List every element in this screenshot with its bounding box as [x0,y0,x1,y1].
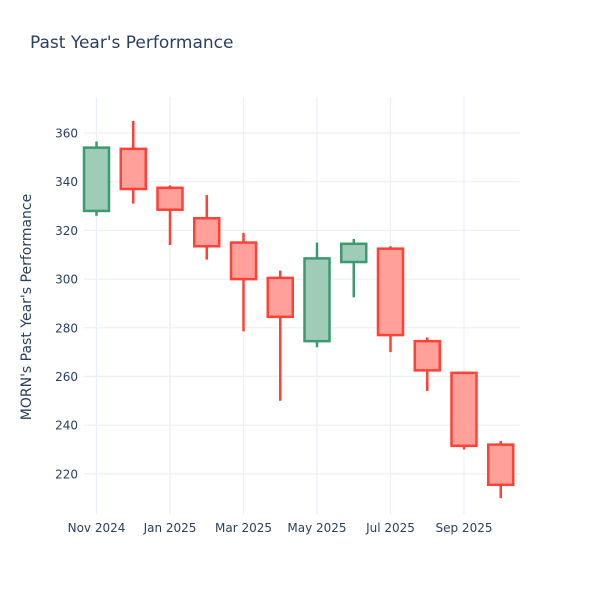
x-tick-label: Nov 2024 [68,521,126,535]
candle-oct-2025[interactable] [487,440,515,499]
candle-feb-2025[interactable] [193,195,221,260]
chart-title: Past Year's Performance [30,33,234,53]
candle-dec-2024[interactable] [119,120,147,204]
candle-body[interactable] [413,339,441,372]
x-tick-label: Jan 2025 [143,521,197,535]
y-tick-label: 300 [55,273,78,287]
candle-aug-2025[interactable] [413,337,441,392]
candle-apr-2025[interactable] [266,270,294,401]
candle-body[interactable] [229,241,258,281]
candle-jul-2025[interactable] [376,246,405,353]
candle-sep-2025[interactable] [450,371,478,450]
x-tick-label: Mar 2025 [215,521,272,535]
candle-body[interactable] [376,247,405,337]
candle-body[interactable] [450,371,478,448]
candle-nov-2024[interactable] [82,141,111,216]
y-tick-label: 240 [55,419,78,433]
y-tick-label: 220 [55,467,78,481]
candle-body[interactable] [266,276,294,319]
y-tick-label: 280 [55,321,78,335]
candle-body[interactable] [82,146,111,213]
candle-body[interactable] [340,242,368,264]
candle-body[interactable] [119,147,147,191]
candle-mar-2025[interactable] [229,232,258,332]
candle-jun-2025[interactable] [340,238,368,298]
y-tick-label: 340 [55,175,78,189]
candle-jan-2025[interactable] [156,185,184,246]
candle-body[interactable] [193,216,221,248]
y-tick-label: 360 [55,127,78,141]
x-tick-label: Sep 2025 [436,521,493,535]
candle-body[interactable] [303,257,331,343]
x-tick-label: Jul 2025 [365,521,415,535]
candle-body[interactable] [156,186,184,211]
candle-body[interactable] [487,443,515,487]
candle-may-2025[interactable] [303,242,331,348]
x-tick-label: May 2025 [287,521,346,535]
y-tick-label: 320 [55,224,78,238]
y-tick-label: 260 [55,370,78,384]
